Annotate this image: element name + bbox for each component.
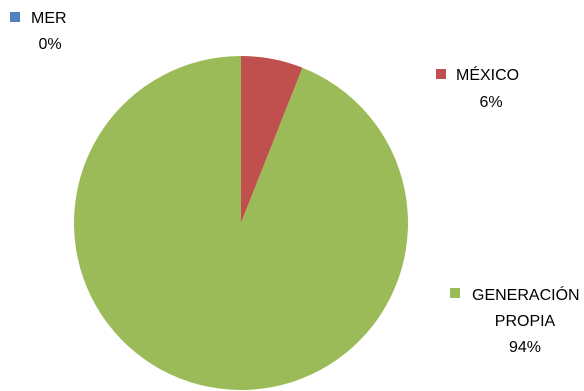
- pie-slice-generacion-propia: [74, 56, 409, 390]
- slice-name-mexico: MÉXICO: [456, 65, 519, 84]
- legend-swatch-generacion-propia: [450, 288, 460, 298]
- slice-percent-generacion-propia: 94%: [509, 339, 541, 356]
- slice-percent-mexico: 6%: [479, 94, 502, 111]
- slice-name-generacion-line1: GENERACIÓN: [472, 285, 580, 304]
- label-mexico: MÉXICO 6%: [436, 65, 519, 111]
- pie-slices: [74, 56, 409, 390]
- label-mer: MER 0%: [10, 10, 67, 53]
- slice-name-mer: MER: [31, 10, 67, 27]
- legend-swatch-mer: [10, 12, 20, 22]
- legend-swatch-mexico: [436, 69, 446, 79]
- pie-slice-mexico: [241, 56, 303, 223]
- slice-name-generacion-line2: PROPIA: [495, 313, 556, 330]
- slice-percent-mer: 0%: [38, 36, 61, 53]
- label-generacion-propia: GENERACIÓN PROPIA 94%: [450, 285, 580, 356]
